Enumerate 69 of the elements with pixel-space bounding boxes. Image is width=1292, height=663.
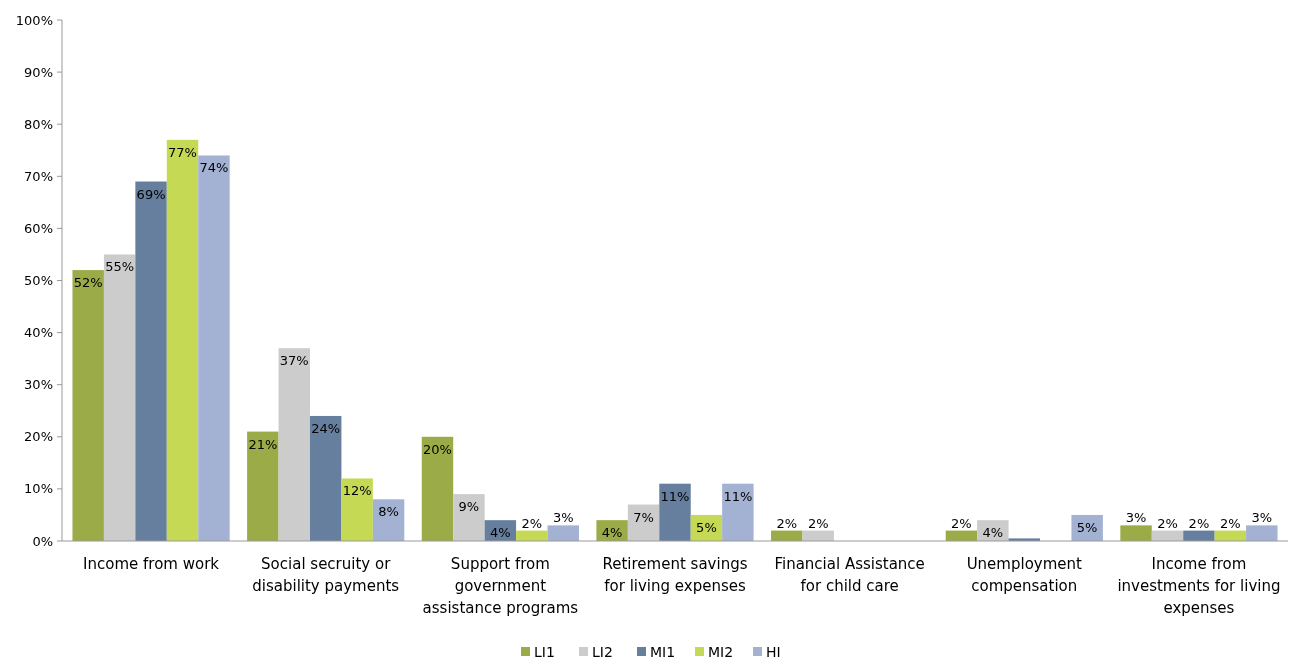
x-tick-label: Retirement savings for living expenses (602, 555, 748, 595)
y-tick-label: 40% (24, 325, 53, 341)
bar (309, 415, 342, 541)
data-label: 2% (1188, 515, 1210, 531)
y-tick-label: 60% (24, 220, 53, 236)
data-label: 5% (1076, 519, 1098, 535)
y-tick-label: 30% (24, 377, 53, 393)
data-label: 2% (1220, 515, 1241, 531)
bar (659, 483, 691, 541)
data-label: 2% (1157, 515, 1178, 531)
bar (341, 478, 373, 541)
legend-label: HI (766, 644, 781, 660)
data-label: 5% (696, 519, 717, 535)
data-label: 24% (311, 420, 341, 436)
bar (421, 436, 454, 541)
data-label: 7% (633, 509, 654, 525)
data-label: 12% (342, 483, 372, 499)
x-tick-label: Support from government assistance programs (422, 555, 579, 617)
y-tick-label: 80% (24, 116, 53, 132)
data-label: 20% (423, 441, 452, 457)
x-tick-label: Social secruity or disability payments (252, 555, 400, 595)
data-label: 21% (248, 436, 278, 452)
data-label: 2% (521, 515, 543, 531)
legend-label: MI1 (650, 644, 676, 660)
y-tick-label: 50% (24, 273, 53, 289)
y-tick-label: 100% (15, 12, 53, 28)
y-tick-label: 70% (24, 168, 53, 184)
data-label: 2% (807, 515, 829, 531)
x-tick-label: Financial Assistance for child care (774, 555, 925, 595)
x-tick-label: Income from investments for living expenses (1117, 555, 1281, 617)
bar (453, 494, 485, 541)
data-label: 8% (378, 504, 399, 520)
bar (722, 483, 754, 541)
bar (1120, 525, 1152, 541)
data-label: 37% (279, 353, 309, 369)
data-label: 77% (168, 144, 197, 160)
data-label: 3% (552, 510, 574, 526)
x-tick-label: Unemployment compensation (966, 555, 1083, 595)
data-label: 2% (776, 515, 798, 531)
data-label: 52% (73, 275, 103, 291)
data-label: 69% (136, 186, 166, 202)
data-label: 2% (951, 515, 972, 531)
y-tick-label: 10% (24, 481, 53, 497)
y-tick-label: 90% (24, 64, 53, 80)
data-label: 55% (105, 259, 135, 275)
data-label: 9% (458, 499, 480, 515)
bar (247, 431, 279, 541)
data-label: 11% (660, 488, 690, 504)
legend-label: LI1 (534, 644, 555, 660)
bar (166, 139, 199, 541)
bar (72, 270, 104, 541)
bar (198, 155, 230, 541)
data-label: 74% (199, 160, 229, 176)
bar (1246, 525, 1278, 541)
data-label: 3% (1125, 510, 1147, 526)
bar (547, 525, 579, 541)
legend-label: LI2 (592, 644, 613, 660)
data-label: 3% (1251, 510, 1273, 526)
y-tick-label: 20% (24, 429, 53, 445)
y-tick-label: 0% (32, 533, 53, 549)
bar (135, 181, 167, 541)
bar (278, 348, 310, 541)
bar (103, 254, 136, 541)
data-label: 4% (490, 525, 511, 541)
data-label: 4% (982, 525, 1004, 541)
data-label: 4% (601, 525, 623, 541)
x-tick-label: Income from work (83, 555, 220, 573)
legend-label: MI2 (708, 644, 734, 660)
data-label: 11% (723, 488, 753, 504)
